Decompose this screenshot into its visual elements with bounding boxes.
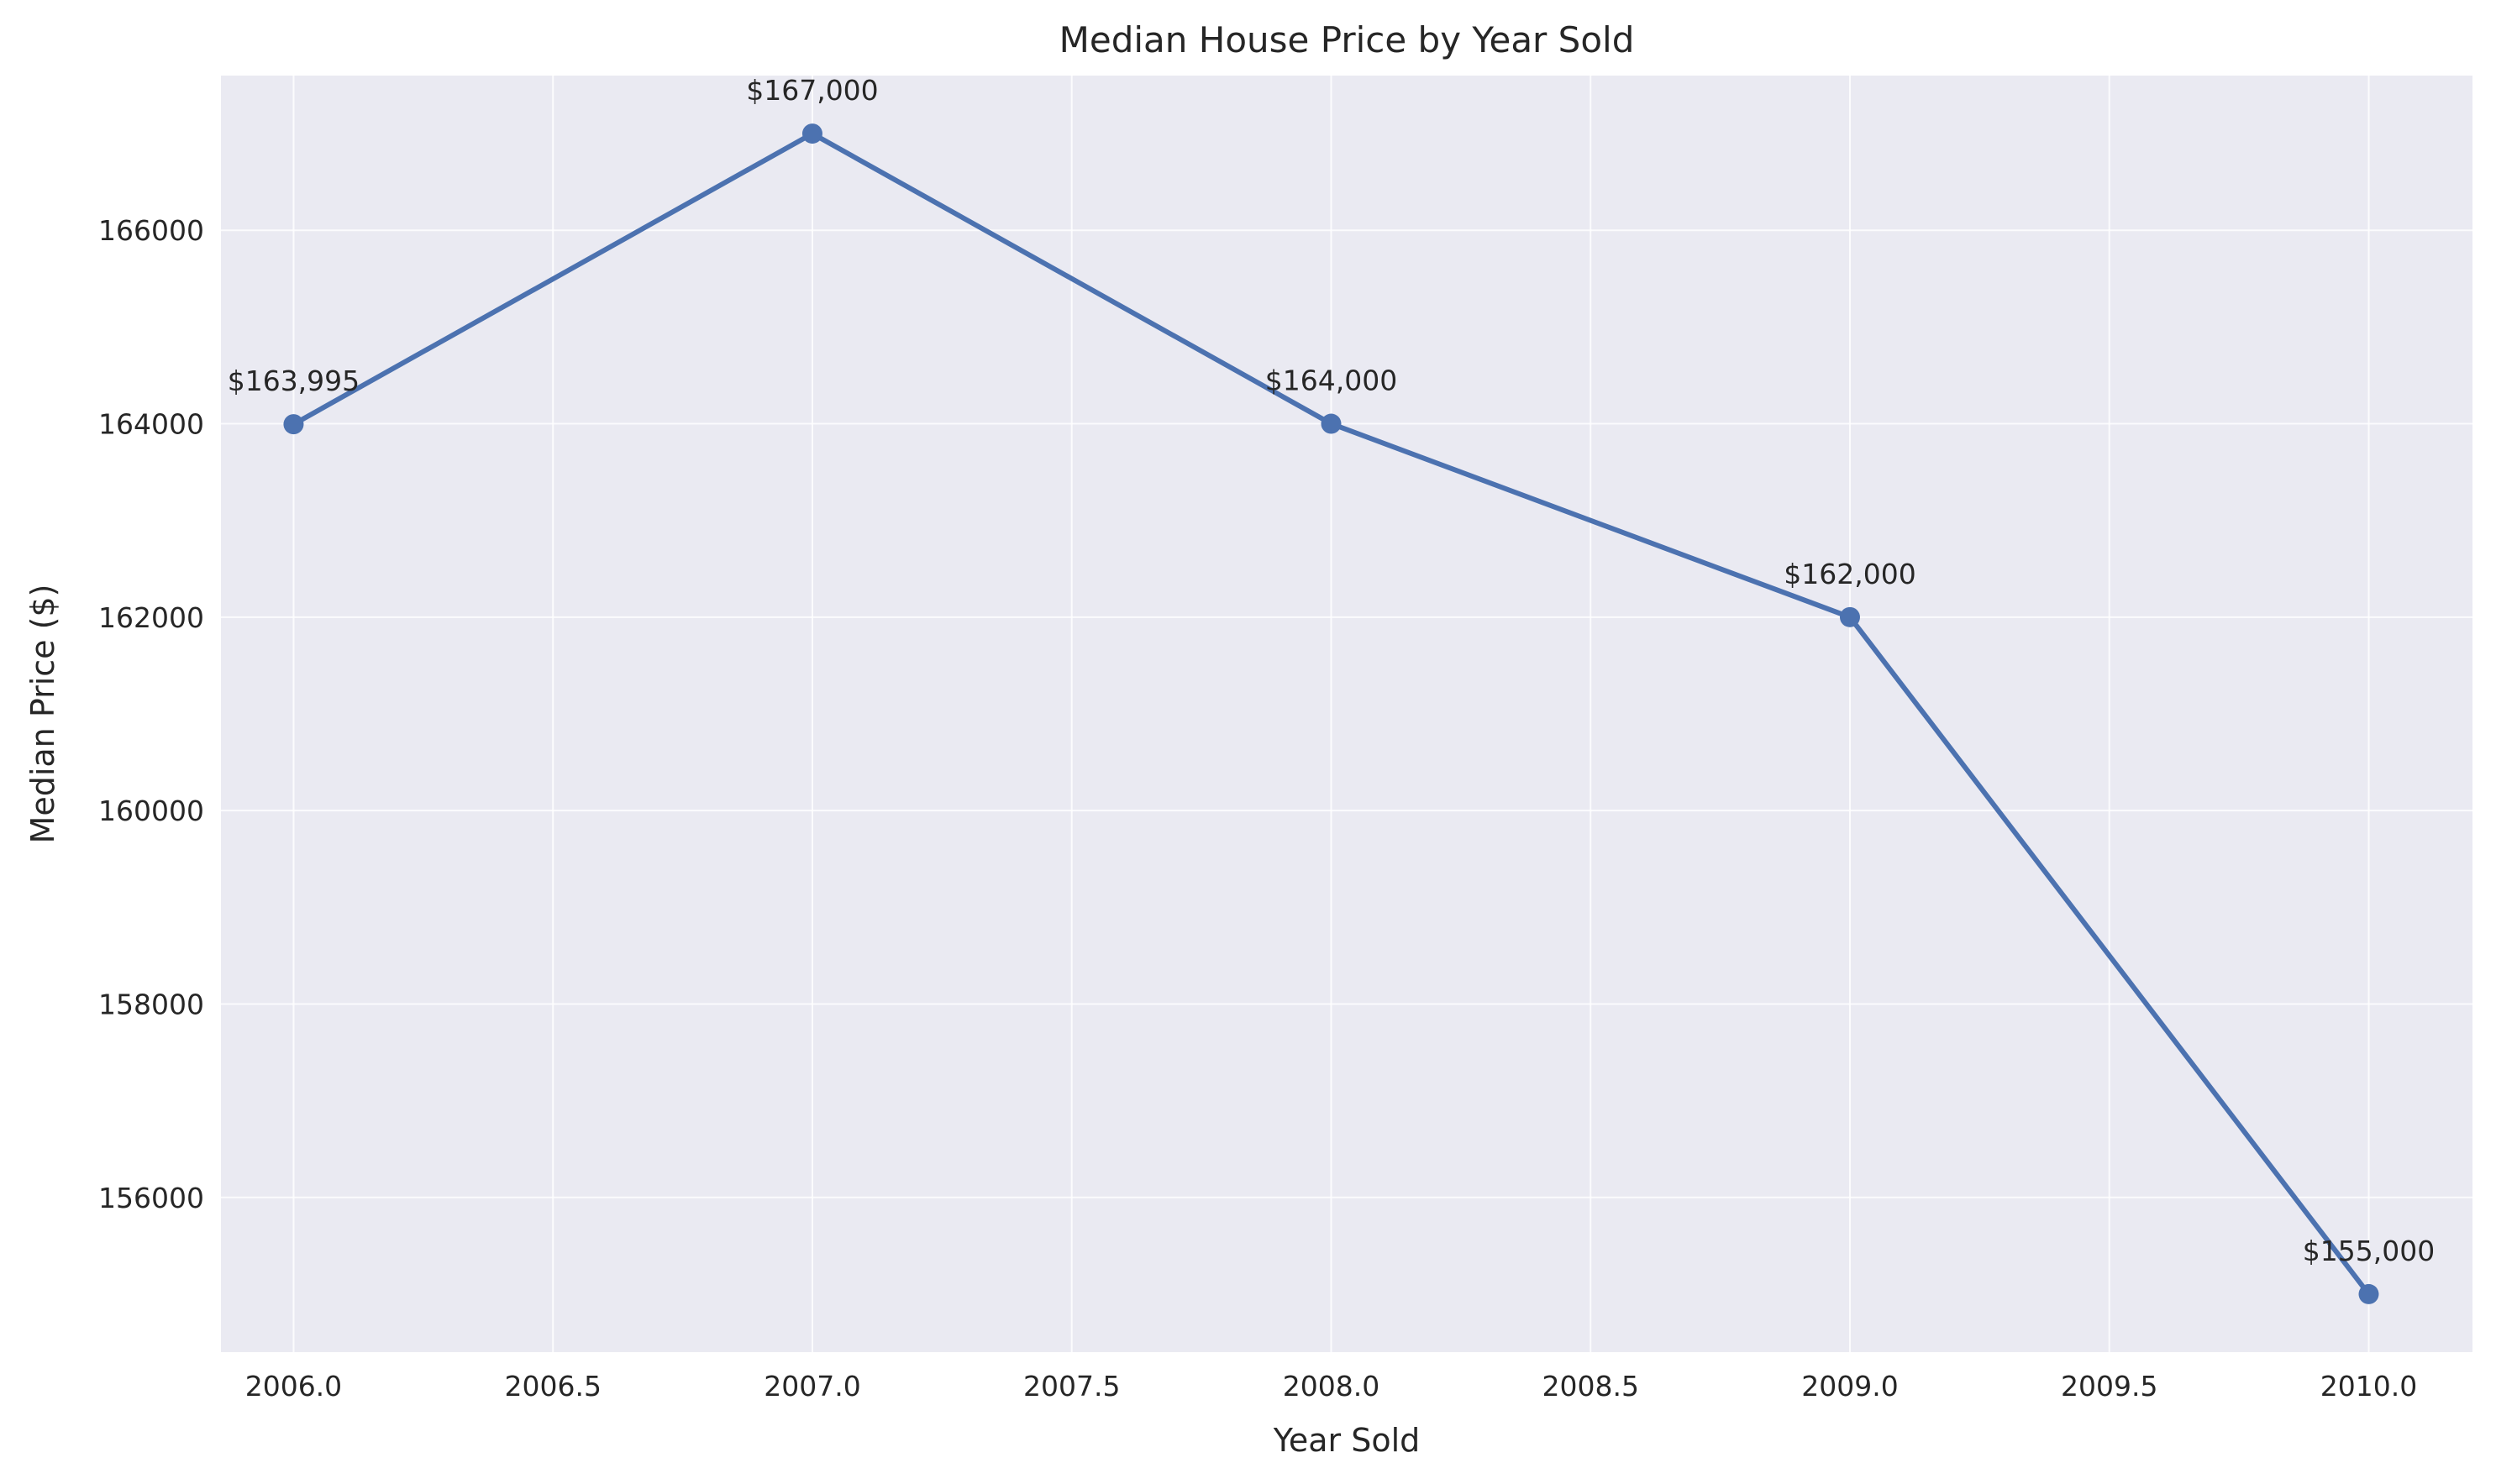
y-tick-label: 160000: [98, 794, 204, 827]
data-point: [2358, 1283, 2379, 1304]
data-point: [1839, 606, 1860, 627]
plot-area: [221, 76, 2472, 1352]
y-tick-label: 164000: [98, 408, 204, 441]
data-label: $155,000: [2303, 1235, 2435, 1267]
y-tick-label: 158000: [98, 988, 204, 1020]
data-point: [1321, 413, 1342, 434]
x-tick-label: 2008.5: [1542, 1370, 1638, 1403]
x-tick-label: 2009.0: [1801, 1370, 1898, 1403]
x-tick-label: 2008.0: [1283, 1370, 1379, 1403]
grid: [221, 76, 2472, 1352]
x-tick-label: 2009.5: [2061, 1370, 2157, 1403]
x-tick-label: 2007.0: [764, 1370, 860, 1403]
y-axis-label: Median Price ($): [24, 585, 61, 844]
data-point: [283, 414, 304, 435]
chart-title: Median House Price by Year Sold: [1059, 19, 1635, 60]
y-axis-ticks: 156000 158000 160000 162000 164000 166000: [98, 214, 204, 1214]
data-labels: $163,995 $167,000 $164,000 $162,000 $155,000: [228, 74, 2436, 1267]
x-axis-ticks: 2006.0 2006.5 2007.0 2007.5 2008.0 2008.5 2009…: [245, 1370, 2418, 1403]
y-tick-label: 156000: [98, 1182, 204, 1214]
series-layer: [283, 123, 2379, 1304]
x-tick-label: 2006.0: [245, 1370, 342, 1403]
data-label: $167,000: [746, 74, 878, 107]
x-tick-label: 2007.5: [1023, 1370, 1120, 1403]
x-axis-label: Year Sold: [1273, 1422, 1421, 1459]
data-label: $162,000: [1784, 558, 1915, 590]
y-tick-label: 162000: [98, 601, 204, 634]
data-point: [801, 123, 822, 144]
x-tick-label: 2006.5: [504, 1370, 601, 1403]
y-tick-label: 166000: [98, 214, 204, 247]
x-tick-label: 2010.0: [2320, 1370, 2417, 1403]
data-label: $163,995: [228, 364, 360, 397]
data-label: $164,000: [1265, 364, 1397, 397]
